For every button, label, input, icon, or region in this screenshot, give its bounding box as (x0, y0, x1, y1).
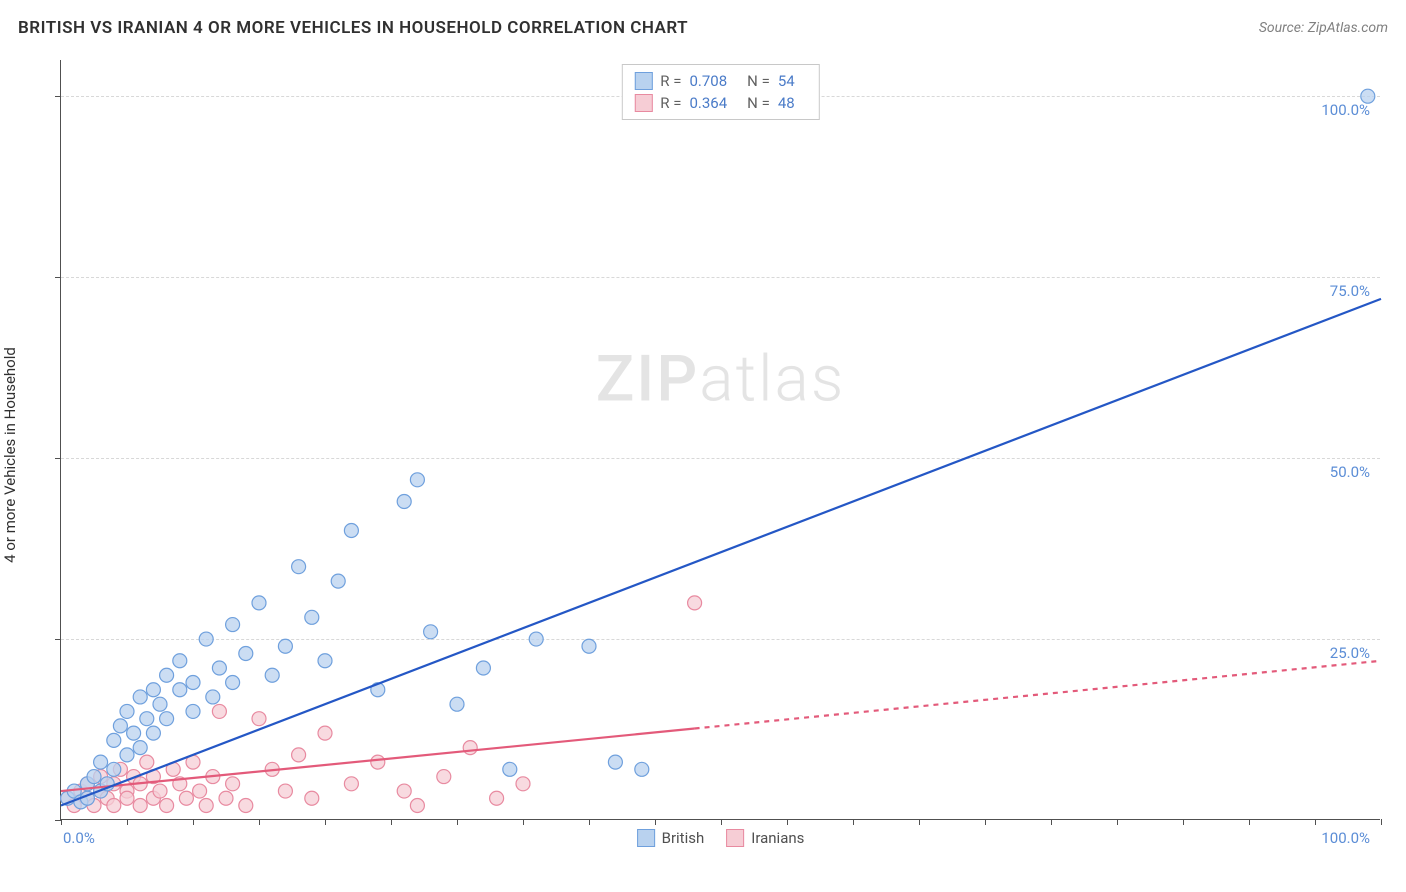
swatch-british-icon (637, 829, 655, 847)
correlation-legend: R = 0.708 N = 54 R = 0.364 N = 48 (621, 64, 819, 120)
x-tick-max: 100.0% (1321, 829, 1370, 847)
legend-row-iranians: R = 0.364 N = 48 (634, 92, 806, 114)
swatch-iranians-icon (726, 829, 744, 847)
chart-title: BRITISH VS IRANIAN 4 OR MORE VEHICLES IN… (18, 18, 688, 38)
chart-canvas (61, 60, 1380, 819)
swatch-british (634, 72, 652, 90)
y-axis-label: 4 or more Vehicles in Household (1, 347, 19, 563)
x-tick-min: 0.0% (63, 829, 95, 847)
scatter-plot: ZIPatlas 25.0%50.0%75.0%100.0% R = 0.708… (60, 60, 1380, 820)
legend-item-british: British (637, 829, 705, 847)
legend-item-iranians: Iranians (726, 829, 804, 847)
legend-row-british: R = 0.708 N = 54 (634, 70, 806, 92)
source-attribution: Source: ZipAtlas.com (1259, 20, 1388, 36)
series-legend: British Iranians (637, 829, 805, 847)
swatch-iranians (634, 94, 652, 112)
